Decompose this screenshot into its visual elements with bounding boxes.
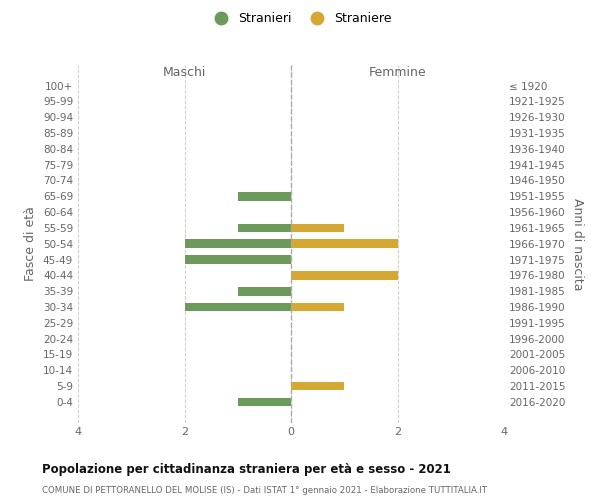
Bar <box>185 240 291 248</box>
Bar <box>238 192 291 200</box>
Bar <box>185 302 291 312</box>
Bar <box>238 224 291 232</box>
Bar <box>185 255 291 264</box>
Legend: Stranieri, Straniere: Stranieri, Straniere <box>205 8 395 29</box>
Bar <box>291 302 344 312</box>
Bar <box>238 287 291 296</box>
Bar <box>291 382 344 390</box>
Text: Popolazione per cittadinanza straniera per età e sesso - 2021: Popolazione per cittadinanza straniera p… <box>42 462 451 475</box>
Text: Maschi: Maschi <box>163 66 206 80</box>
Text: COMUNE DI PETTORANELLO DEL MOLISE (IS) - Dati ISTAT 1° gennaio 2021 - Elaborazio: COMUNE DI PETTORANELLO DEL MOLISE (IS) -… <box>42 486 487 495</box>
Y-axis label: Anni di nascita: Anni di nascita <box>571 198 584 290</box>
Bar <box>291 271 398 280</box>
Y-axis label: Fasce di età: Fasce di età <box>25 206 37 281</box>
Bar <box>291 224 344 232</box>
Bar <box>291 240 398 248</box>
Text: Femmine: Femmine <box>368 66 427 80</box>
Bar <box>238 398 291 406</box>
